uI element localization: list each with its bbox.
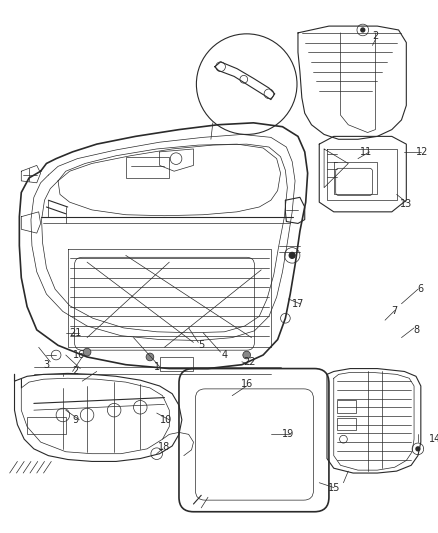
Text: 13: 13 bbox=[400, 199, 413, 209]
Bar bbox=[27, 417, 66, 434]
Bar bbox=[337, 418, 356, 430]
Text: 1: 1 bbox=[154, 361, 160, 372]
Text: 12: 12 bbox=[416, 147, 428, 157]
Text: 22: 22 bbox=[244, 357, 256, 367]
Text: 10: 10 bbox=[160, 415, 173, 425]
Text: 3: 3 bbox=[43, 360, 49, 370]
Text: 11: 11 bbox=[360, 147, 372, 157]
Text: 7: 7 bbox=[392, 305, 398, 316]
Bar bbox=[126, 157, 170, 178]
Circle shape bbox=[416, 447, 420, 451]
Circle shape bbox=[289, 253, 295, 259]
Text: 6: 6 bbox=[418, 284, 424, 294]
Text: 8: 8 bbox=[413, 325, 419, 335]
Text: 19: 19 bbox=[282, 430, 294, 439]
Circle shape bbox=[146, 353, 154, 361]
Text: 2: 2 bbox=[372, 31, 378, 41]
Text: 4: 4 bbox=[221, 350, 227, 360]
Text: 16: 16 bbox=[73, 350, 85, 360]
Text: 18: 18 bbox=[158, 442, 170, 452]
Text: 17: 17 bbox=[292, 298, 304, 309]
Text: 2: 2 bbox=[72, 367, 78, 376]
Text: 14: 14 bbox=[429, 434, 438, 444]
Text: 16: 16 bbox=[240, 379, 253, 389]
Bar bbox=[337, 400, 356, 413]
Bar bbox=[159, 357, 194, 372]
Circle shape bbox=[83, 348, 91, 356]
Text: 9: 9 bbox=[72, 415, 78, 425]
Circle shape bbox=[243, 351, 251, 359]
Text: 21: 21 bbox=[69, 328, 81, 338]
Text: 5: 5 bbox=[198, 341, 205, 350]
Circle shape bbox=[361, 28, 365, 32]
Text: 15: 15 bbox=[328, 482, 340, 492]
